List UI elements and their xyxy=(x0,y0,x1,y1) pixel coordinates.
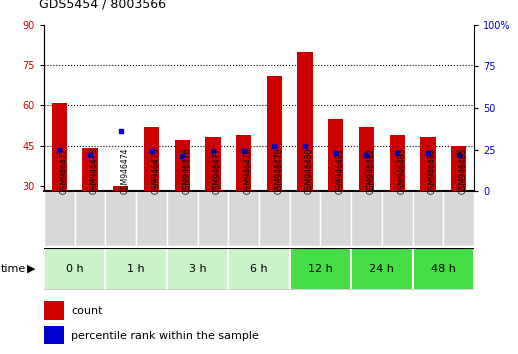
Text: GDS5454 / 8003566: GDS5454 / 8003566 xyxy=(39,0,166,11)
Bar xyxy=(351,248,412,290)
Text: GSM946484: GSM946484 xyxy=(428,148,437,194)
Text: GSM946479: GSM946479 xyxy=(275,147,283,194)
Bar xyxy=(44,301,64,320)
Bar xyxy=(106,191,136,246)
Text: 48 h: 48 h xyxy=(431,264,456,274)
Text: GSM946478: GSM946478 xyxy=(243,148,253,194)
Text: GSM946481: GSM946481 xyxy=(336,148,345,194)
Bar xyxy=(290,248,351,290)
Text: percentile rank within the sample: percentile rank within the sample xyxy=(71,331,259,341)
Text: GSM946473: GSM946473 xyxy=(90,147,99,194)
Bar xyxy=(236,135,251,191)
Bar xyxy=(451,145,466,191)
Text: GSM946472: GSM946472 xyxy=(60,148,68,194)
Bar xyxy=(412,248,474,290)
Bar xyxy=(197,191,228,246)
Bar xyxy=(44,248,106,290)
Bar xyxy=(290,191,321,246)
Text: GSM946485: GSM946485 xyxy=(458,148,468,194)
Bar xyxy=(167,248,228,290)
Bar xyxy=(321,191,351,246)
Text: 0 h: 0 h xyxy=(66,264,83,274)
Text: count: count xyxy=(71,306,103,316)
Bar xyxy=(167,191,197,246)
Text: 6 h: 6 h xyxy=(250,264,268,274)
Text: GSM946482: GSM946482 xyxy=(367,148,376,194)
Text: GSM946483: GSM946483 xyxy=(397,148,406,194)
Bar xyxy=(175,140,190,191)
Bar xyxy=(412,191,443,246)
Bar xyxy=(382,191,412,246)
Text: ▶: ▶ xyxy=(27,264,35,274)
Text: GSM946474: GSM946474 xyxy=(121,147,130,194)
Bar xyxy=(44,191,75,246)
Text: GSM946480: GSM946480 xyxy=(305,148,314,194)
Bar xyxy=(228,191,259,246)
Bar xyxy=(228,248,290,290)
Bar xyxy=(205,137,221,191)
Bar xyxy=(82,148,98,191)
Text: 3 h: 3 h xyxy=(189,264,206,274)
Bar xyxy=(259,191,290,246)
Bar xyxy=(297,52,313,191)
Text: 1 h: 1 h xyxy=(127,264,145,274)
Bar xyxy=(390,135,405,191)
Bar xyxy=(136,191,167,246)
Bar xyxy=(359,127,374,191)
Bar xyxy=(75,191,106,246)
Bar xyxy=(52,103,67,191)
Bar xyxy=(113,186,128,191)
Text: GSM946475: GSM946475 xyxy=(151,147,161,194)
Bar xyxy=(351,191,382,246)
Bar xyxy=(267,76,282,191)
Text: GSM946476: GSM946476 xyxy=(182,147,191,194)
Bar xyxy=(144,127,159,191)
Text: 12 h: 12 h xyxy=(308,264,333,274)
Bar xyxy=(106,248,167,290)
Text: 24 h: 24 h xyxy=(369,264,394,274)
Text: GSM946477: GSM946477 xyxy=(213,147,222,194)
Bar xyxy=(420,137,436,191)
Bar xyxy=(44,326,64,344)
Bar xyxy=(328,119,343,191)
Text: time: time xyxy=(1,264,26,274)
Bar xyxy=(443,191,474,246)
